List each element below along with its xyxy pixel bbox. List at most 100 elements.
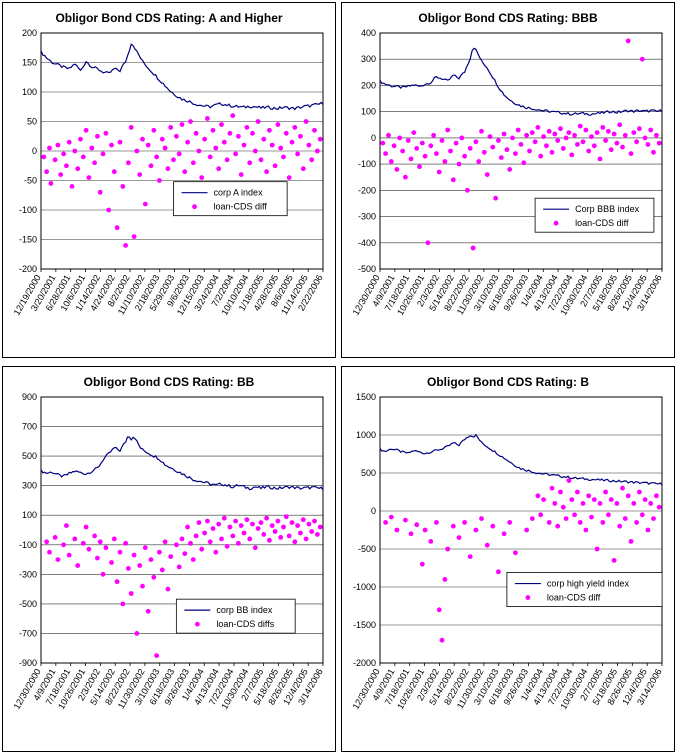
scatter-point	[48, 181, 54, 186]
scatter-point	[529, 130, 535, 135]
scatter-point	[289, 139, 295, 145]
scatter-point	[459, 135, 465, 141]
scatter-point	[202, 530, 208, 536]
scatter-point	[80, 540, 86, 546]
scatter-point	[583, 527, 589, 533]
scatter-point	[309, 529, 315, 534]
scatter-point	[97, 189, 103, 195]
scatter-point	[620, 144, 625, 150]
scatter-point	[625, 493, 631, 499]
y-tick-label: -50	[24, 176, 37, 186]
scatter-point	[100, 151, 106, 157]
scatter-point	[434, 520, 439, 525]
scatter-point	[159, 136, 165, 142]
scatter-point	[213, 549, 219, 555]
scatter-point	[306, 521, 312, 527]
y-tick-label: 200	[361, 80, 376, 90]
scatter-point	[518, 142, 524, 147]
scatter-point	[651, 149, 656, 155]
scatter-point	[283, 514, 289, 520]
scatter-point	[591, 497, 597, 502]
scatter-point	[298, 530, 303, 536]
chart-svg: 4003002001000-100-200-300-400-50012/30/2…	[351, 28, 664, 317]
scatter-point	[86, 175, 92, 181]
scatter-point	[199, 546, 205, 552]
scatter-point	[515, 127, 521, 133]
scatter-point	[594, 130, 600, 135]
scatter-point	[580, 139, 586, 145]
scatter-point	[555, 138, 561, 143]
legend-box	[506, 572, 663, 607]
scatter-point	[109, 560, 114, 565]
scatter-point	[171, 157, 176, 163]
scatter-point	[637, 126, 642, 132]
y-tick-label: -400	[358, 238, 376, 248]
scatter-point	[456, 535, 462, 540]
scatter-point	[261, 136, 267, 142]
scatter-point	[631, 501, 637, 506]
scatter-point	[264, 515, 269, 521]
scatter-point	[185, 524, 191, 530]
scatter-point	[58, 172, 64, 178]
scatter-point	[252, 545, 258, 551]
scatter-point	[221, 139, 227, 145]
scatter-point	[165, 586, 171, 592]
scatter-point	[247, 160, 253, 166]
scatter-point	[439, 637, 445, 643]
y-tick-label: 150	[22, 58, 37, 68]
scatter-point	[267, 537, 272, 543]
scatter-point	[388, 514, 394, 520]
scatter-point	[527, 148, 532, 154]
scatter-point	[47, 145, 52, 151]
scatter-point	[241, 530, 247, 536]
scatter-point	[269, 523, 275, 528]
chart-title: Obligor Bond CDS Rating: B	[427, 375, 589, 389]
scatter-point	[286, 533, 292, 539]
scatter-point	[131, 552, 137, 558]
chart-title: Obligor Bond CDS Rating: BBB	[418, 11, 598, 25]
scatter-point	[484, 542, 490, 548]
scatter-point	[131, 234, 137, 240]
scatter-point	[419, 561, 425, 567]
scatter-point	[75, 166, 81, 172]
y-tick-label: -100	[19, 540, 37, 550]
scatter-point	[92, 160, 97, 166]
chart-svg: 150010005000-500-1000-1500-200012/30/200…	[351, 392, 664, 711]
scatter-point	[196, 148, 202, 154]
scatter-point	[614, 140, 620, 146]
scatter-point	[174, 542, 179, 548]
scatter-point	[123, 540, 128, 546]
scatter-point	[258, 520, 264, 525]
y-tick-label: 1000	[356, 430, 376, 440]
scatter-point	[611, 131, 617, 137]
scatter-point	[92, 533, 97, 539]
y-tick-label: 700	[22, 422, 37, 432]
scatter-point	[490, 144, 496, 150]
scatter-point	[250, 521, 255, 527]
scatter-point	[128, 591, 134, 596]
y-tick-label: 100	[22, 510, 37, 520]
scatter-point	[434, 151, 439, 156]
scatter-point	[241, 142, 247, 148]
scatter-point	[255, 526, 261, 531]
scatter-point	[176, 151, 182, 157]
chart-panel-a-and-higher: Obligor Bond CDS Rating: A and Higher 20…	[2, 2, 336, 358]
scatter-point	[501, 531, 507, 537]
scatter-point	[250, 130, 255, 136]
scatter-point	[72, 148, 78, 154]
scatter-point	[83, 127, 89, 133]
scatter-point	[247, 536, 253, 542]
chart-panel-b: Obligor Bond CDS Rating: B 1500 1000 500 0 -…	[341, 366, 675, 752]
scatter-point	[44, 169, 49, 175]
scatter-point	[292, 125, 298, 130]
scatter-point	[202, 136, 208, 142]
scatter-point	[244, 125, 250, 130]
scatter-point	[569, 497, 575, 502]
scatter-point	[61, 542, 66, 548]
scatter-point	[414, 146, 420, 151]
scatter-point	[162, 539, 168, 545]
scatter-point	[300, 517, 306, 523]
scatter-point	[580, 501, 586, 506]
scatter-point	[95, 555, 100, 561]
